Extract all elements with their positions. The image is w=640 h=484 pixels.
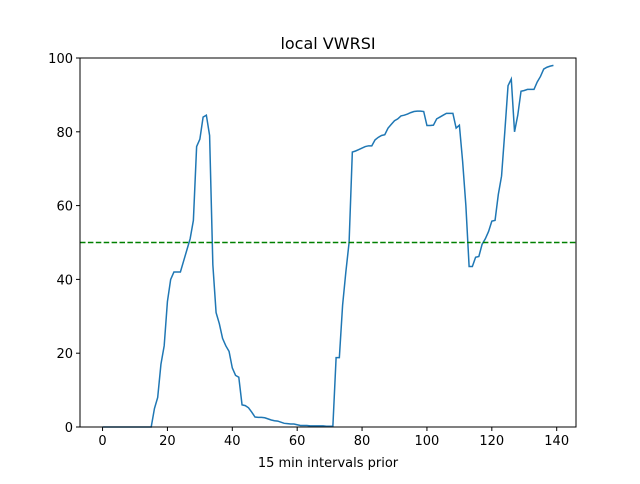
y-tick-label: 60	[56, 200, 73, 215]
y-tick-label: 0	[65, 421, 73, 436]
data-line	[102, 64, 554, 428]
y-tick-label: 80	[56, 126, 73, 141]
x-tick-label: 140	[544, 434, 569, 449]
axes-frame	[79, 57, 577, 428]
x-tick-label: 80	[354, 434, 371, 449]
chart-title: local VWRSI	[280, 34, 375, 53]
x-tick-label: 0	[98, 434, 106, 449]
x-tick-label: 20	[159, 434, 176, 449]
x-tick-label: 120	[479, 434, 504, 449]
x-axis-label: 15 min intervals prior	[258, 456, 399, 471]
y-tick-label: 100	[48, 52, 73, 67]
x-tick-label: 40	[224, 434, 241, 449]
x-tick-label: 100	[415, 434, 440, 449]
x-tick-label: 60	[289, 434, 306, 449]
y-tick-label: 40	[56, 273, 73, 288]
y-tick-label: 20	[56, 347, 73, 362]
